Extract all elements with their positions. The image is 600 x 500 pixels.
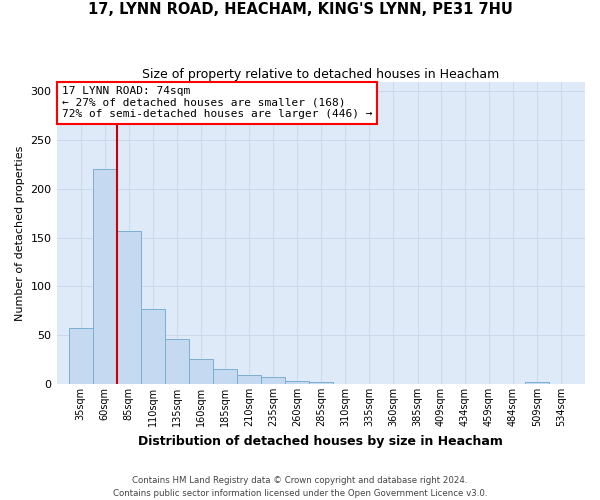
Bar [117,231,141,384]
Bar [285,381,309,384]
Bar [261,377,285,384]
Bar [213,370,237,384]
Title: Size of property relative to detached houses in Heacham: Size of property relative to detached ho… [142,68,499,80]
Bar [237,375,261,384]
Bar [525,382,549,384]
Text: 17 LYNN ROAD: 74sqm
← 27% of detached houses are smaller (168)
72% of semi-detac: 17 LYNN ROAD: 74sqm ← 27% of detached ho… [62,86,373,120]
Bar [92,170,117,384]
X-axis label: Distribution of detached houses by size in Heacham: Distribution of detached houses by size … [139,434,503,448]
Bar [309,382,333,384]
Bar [68,328,92,384]
Y-axis label: Number of detached properties: Number of detached properties [15,145,25,320]
Bar [141,309,165,384]
Text: Contains HM Land Registry data © Crown copyright and database right 2024.
Contai: Contains HM Land Registry data © Crown c… [113,476,487,498]
Bar [189,358,213,384]
Bar [165,339,189,384]
Text: 17, LYNN ROAD, HEACHAM, KING'S LYNN, PE31 7HU: 17, LYNN ROAD, HEACHAM, KING'S LYNN, PE3… [88,2,512,18]
